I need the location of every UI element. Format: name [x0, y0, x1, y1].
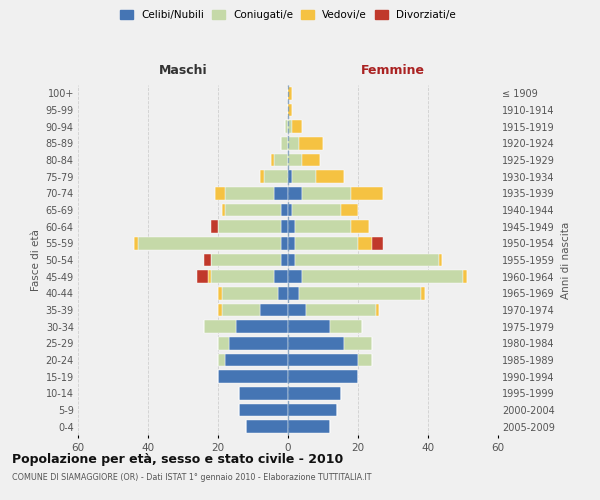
Bar	[204, 254, 211, 266]
Bar	[281, 220, 288, 233]
Bar	[463, 270, 467, 283]
Bar	[288, 254, 295, 266]
Bar	[221, 287, 277, 300]
Bar	[295, 220, 351, 233]
Y-axis label: Fasce di età: Fasce di età	[31, 229, 41, 291]
Bar	[358, 237, 372, 250]
Bar	[288, 287, 299, 300]
Bar	[358, 354, 372, 366]
Bar	[330, 320, 361, 333]
Bar	[439, 254, 442, 266]
Bar	[302, 270, 463, 283]
Bar	[292, 204, 341, 216]
Bar	[281, 254, 288, 266]
Bar	[292, 170, 316, 183]
Bar	[271, 154, 274, 166]
Bar	[208, 270, 211, 283]
Bar	[376, 304, 379, 316]
Bar	[288, 337, 344, 349]
Bar	[288, 187, 302, 200]
Bar	[302, 187, 351, 200]
Bar	[218, 220, 281, 233]
Text: Popolazione per età, sesso e stato civile - 2010: Popolazione per età, sesso e stato civil…	[12, 452, 343, 466]
Bar	[292, 120, 302, 133]
Bar	[288, 154, 302, 166]
Bar	[225, 204, 281, 216]
Bar	[288, 237, 295, 250]
Bar	[225, 354, 288, 366]
Bar	[218, 287, 221, 300]
Bar	[281, 204, 288, 216]
Bar	[225, 187, 274, 200]
Bar	[235, 320, 288, 333]
Bar	[211, 220, 218, 233]
Bar	[288, 354, 358, 366]
Bar	[344, 337, 372, 349]
Bar	[288, 320, 330, 333]
Bar	[215, 187, 225, 200]
Bar	[288, 87, 292, 100]
Bar	[218, 337, 229, 349]
Bar	[288, 404, 337, 416]
Text: COMUNE DI SIAMAGGIORE (OR) - Dati ISTAT 1° gennaio 2010 - Elaborazione TUTTITALI: COMUNE DI SIAMAGGIORE (OR) - Dati ISTAT …	[12, 472, 371, 482]
Bar	[277, 287, 288, 300]
Bar	[204, 320, 235, 333]
Bar	[288, 120, 292, 133]
Bar	[288, 420, 330, 433]
Bar	[421, 287, 425, 300]
Bar	[263, 170, 288, 183]
Bar	[197, 270, 208, 283]
Bar	[295, 237, 358, 250]
Bar	[288, 137, 299, 149]
Bar	[274, 154, 288, 166]
Bar	[274, 270, 288, 283]
Bar	[316, 170, 344, 183]
Bar	[305, 304, 376, 316]
Bar	[284, 120, 288, 133]
Bar	[299, 287, 421, 300]
Bar	[288, 270, 302, 283]
Bar	[221, 204, 225, 216]
Bar	[281, 137, 288, 149]
Bar	[288, 370, 358, 383]
Bar	[274, 187, 288, 200]
Bar	[288, 204, 292, 216]
Bar	[281, 237, 288, 250]
Bar	[218, 304, 221, 316]
Bar	[218, 354, 225, 366]
Text: Femmine: Femmine	[361, 64, 425, 78]
Legend: Celibi/Nubili, Coniugati/e, Vedovi/e, Divorziati/e: Celibi/Nubili, Coniugati/e, Vedovi/e, Di…	[120, 10, 456, 20]
Bar	[239, 387, 288, 400]
Bar	[239, 404, 288, 416]
Bar	[288, 387, 341, 400]
Bar	[288, 220, 295, 233]
Bar	[288, 170, 292, 183]
Bar	[246, 420, 288, 433]
Y-axis label: Anni di nascita: Anni di nascita	[560, 222, 571, 298]
Bar	[229, 337, 288, 349]
Bar	[299, 137, 323, 149]
Bar	[211, 254, 281, 266]
Bar	[288, 304, 305, 316]
Bar	[137, 237, 281, 250]
Bar	[134, 237, 137, 250]
Bar	[260, 170, 263, 183]
Bar	[295, 254, 439, 266]
Bar	[211, 270, 274, 283]
Bar	[372, 237, 383, 250]
Bar	[221, 304, 260, 316]
Bar	[302, 154, 320, 166]
Bar	[288, 104, 292, 116]
Bar	[260, 304, 288, 316]
Bar	[351, 220, 368, 233]
Bar	[351, 187, 383, 200]
Bar	[218, 370, 288, 383]
Text: Maschi: Maschi	[158, 64, 208, 78]
Bar	[341, 204, 358, 216]
